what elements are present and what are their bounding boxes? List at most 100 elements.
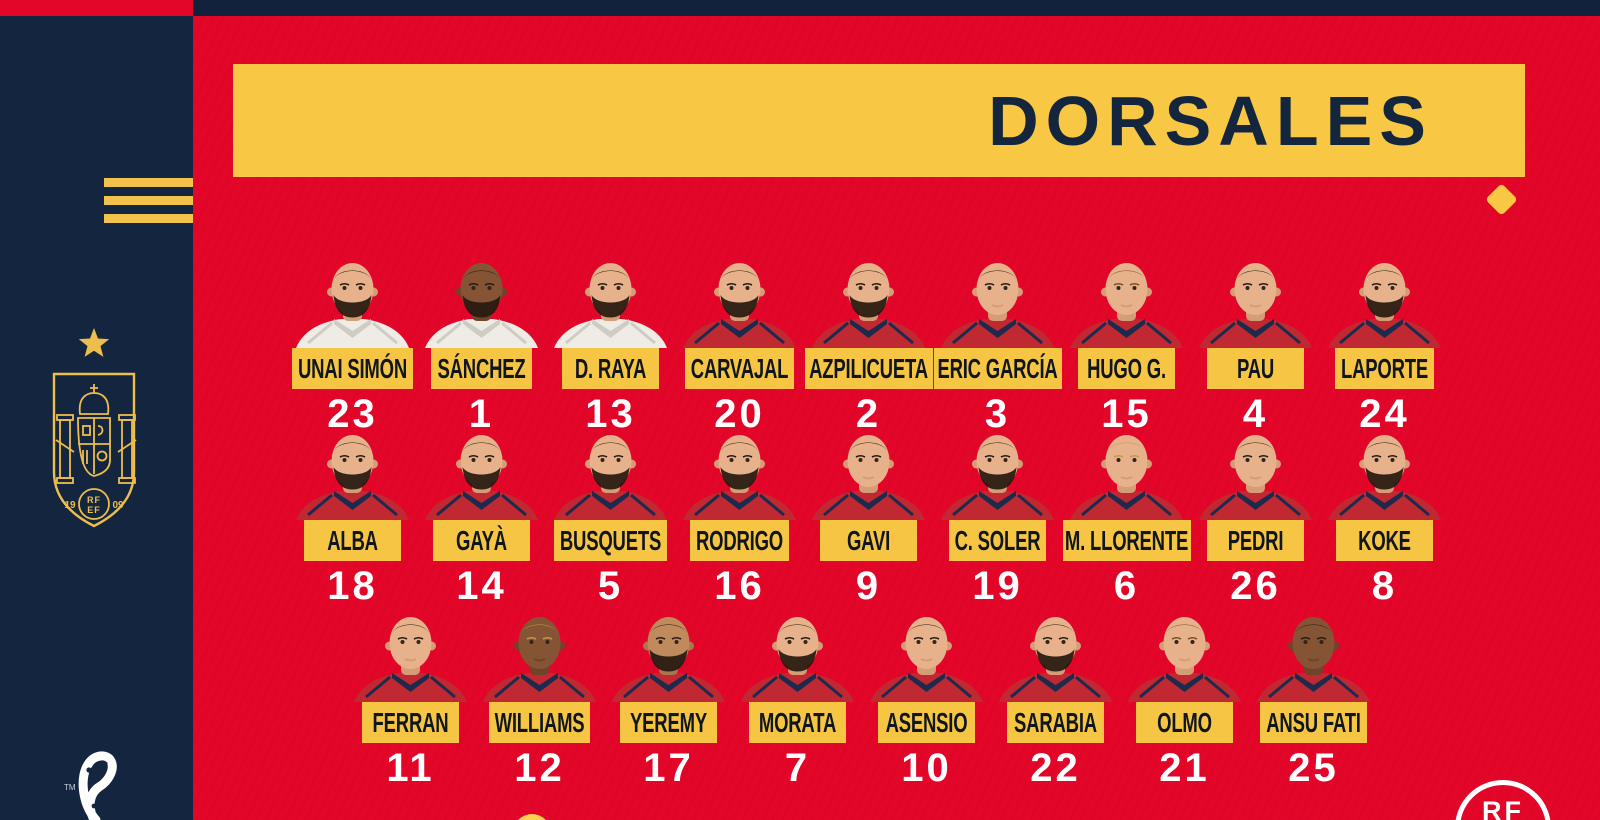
player-photo [1199,263,1312,348]
player-name: C. SOLER [954,524,1041,556]
player-name: RODRIGO [696,524,783,556]
player-name: ALBA [327,524,378,556]
player-name: YEREMY [630,706,707,738]
player-name-plate: YEREMY [620,702,717,743]
player-cell: AZPILICUETA 2 [804,255,933,437]
player-name-plate: CARVAJAL [684,348,795,389]
worldcup-2022-emblem: TM [64,751,117,820]
player-photo [999,617,1112,702]
top-left-red-block [0,0,193,16]
player-number: 14 [456,564,507,608]
player-cell: ERIC GARCÍA 3 [933,255,1062,437]
badge-text-top: RF [1482,796,1524,820]
player-name: BUSQUETS [559,524,662,556]
player-name-plate: SÁNCHEZ [431,348,532,389]
player-name-plate: BUSQUETS [553,520,668,561]
player-name-plate: PAU [1207,348,1304,389]
player-number: 22 [1030,746,1081,790]
player-cell: D. RAYA 13 [546,255,675,437]
player-name-plate: KOKE [1336,520,1433,561]
player-name: WILLIAMS [494,706,585,738]
player-number: 24 [1359,392,1410,436]
player-name-plate: GAVI [820,520,917,561]
player-name: PAU [1236,352,1275,384]
player-photo [354,617,467,702]
player-number: 1 [468,392,495,436]
player-name-plate: LAPORTE [1335,348,1434,389]
player-cell: HUGO G. 15 [1062,255,1191,437]
player-name: SÁNCHEZ [437,352,526,384]
player-photo [941,263,1054,348]
title-banner: DORSALES [233,64,1525,177]
player-name: KOKE [1358,524,1411,556]
player-name-plate: M. LLORENTE [1062,520,1191,561]
player-cell: PAU 4 [1191,255,1320,437]
player-name-plate: ALBA [304,520,401,561]
player-number: 21 [1159,746,1210,790]
player-name-plate: RODRIGO [690,520,789,561]
player-number: 7 [784,746,811,790]
player-photo [1328,263,1441,348]
player-number: 23 [327,392,378,436]
menu-bar [104,196,193,205]
menu-bar [104,214,193,223]
player-name: GAYÀ [456,524,507,556]
crest-year-left: 19 [64,500,76,511]
player-cell: PEDRI 26 [1191,427,1320,609]
player-photo [483,617,596,702]
player-cell: RODRIGO 16 [675,427,804,609]
player-cell: GAYÀ 14 [417,427,546,609]
player-number: 4 [1242,392,1269,436]
player-number: 13 [585,392,636,436]
player-photo [296,435,409,520]
player-name-plate: MORATA [749,702,846,743]
player-name-plate: C. SOLER [948,520,1047,561]
page-title: DORSALES [988,81,1433,160]
player-photo [683,263,796,348]
player-number: 12 [514,746,565,790]
rfef-crest: RF EF 19 09 [52,328,137,528]
player-cell: UNAI SIMÓN 23 [288,255,417,437]
player-photo [1070,435,1183,520]
crest-monogram-bottom: EF [87,505,101,515]
player-cell: SÁNCHEZ 1 [417,255,546,437]
player-number: 20 [714,392,765,436]
player-name-plate: ASENSIO [878,702,975,743]
player-name-plate: ANSU FATI [1260,702,1367,743]
ball-accent-icon [513,814,551,820]
player-cell: M. LLORENTE 6 [1062,427,1191,609]
crest-year-right: 09 [112,500,124,511]
player-cell: LAPORTE 24 [1320,255,1449,437]
player-name: ANSU FATI [1266,706,1361,738]
player-cell: SARABIA 22 [991,609,1120,791]
player-name: HUGO G. [1087,352,1166,384]
player-number: 3 [984,392,1011,436]
player-number: 26 [1230,564,1281,608]
player-number: 16 [714,564,765,608]
crest-star-icon [78,328,110,357]
player-number: 6 [1113,564,1140,608]
player-photo [1128,617,1241,702]
sidebar: RF EF 19 09 TM [0,16,193,820]
player-name: OLMO [1157,706,1212,738]
crest-monogram-top: RF [87,495,101,505]
player-photo [1070,263,1183,348]
player-photo [1257,617,1370,702]
player-name: ASENSIO [885,706,968,738]
menu-bars-icon [104,178,193,232]
player-cell: ASENSIO 10 [862,609,991,791]
player-name-plate: HUGO G. [1078,348,1175,389]
player-photo [812,435,925,520]
player-name: MORATA [758,706,837,738]
player-name: FERRAN [372,706,449,738]
player-cell: YEREMY 17 [604,609,733,791]
worldcup-tm-label: TM [64,783,76,792]
player-name-plate: WILLIAMS [488,702,591,743]
player-photo [870,617,983,702]
player-number: 18 [327,564,378,608]
player-number: 25 [1288,746,1339,790]
player-photo [812,263,925,348]
player-name: PEDRI [1227,524,1284,556]
player-photo [683,435,796,520]
